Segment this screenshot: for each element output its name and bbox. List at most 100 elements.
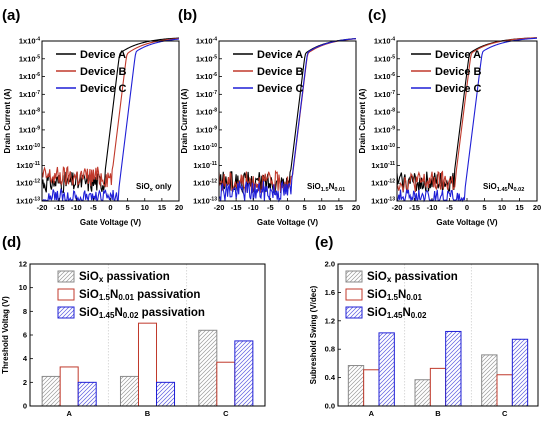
x-tick-label: -15: [231, 203, 242, 212]
y-tick-label: 1x10-12: [16, 179, 40, 188]
legend-swatch: [345, 306, 363, 319]
legend-swatch: [57, 306, 75, 319]
bar: [137, 322, 158, 407]
y-tick-label: 1x10-7: [19, 90, 40, 99]
x-tick-label: C: [223, 409, 229, 418]
bar: [41, 375, 61, 407]
legend-label: Device C: [435, 83, 482, 95]
bar: [414, 379, 431, 407]
y-tick-label: 1x10-11: [16, 161, 40, 170]
legend-label: SiO1.45N0.02: [367, 307, 427, 320]
bar: [445, 330, 462, 407]
x-tick-label: B: [435, 409, 441, 418]
bar: [363, 369, 380, 407]
y-tick-label: 1x10-8: [196, 108, 217, 117]
y-tick-label: 1x10-11: [371, 161, 395, 170]
y-tick-label: 1x10-10: [371, 143, 395, 152]
bar: [216, 361, 236, 407]
x-tick-label: A: [369, 409, 375, 418]
y-tick-label: 1x10-12: [193, 179, 217, 188]
y-tick-label: 1x10-7: [374, 90, 395, 99]
curve-device-a: [218, 38, 357, 195]
x-tick-label: 20: [175, 203, 183, 212]
y-tick-label: 1x10-8: [19, 108, 40, 117]
legend-label: Device B: [80, 66, 127, 78]
x-tick-label: 0: [285, 203, 289, 212]
x-tick-label: 15: [335, 203, 343, 212]
y-tick-label: 1x10-4: [196, 37, 217, 46]
x-axis-title: Gate Voltage (V): [436, 218, 498, 227]
bar: [198, 329, 218, 407]
panel-letter: (a): [2, 7, 20, 24]
y-axis-title: Drain Current (A): [358, 88, 367, 153]
y-tick-label: 1x10-9: [374, 125, 395, 134]
legend-label: Device B: [257, 66, 304, 78]
bar: [156, 381, 176, 407]
x-tick-label: 20: [352, 203, 360, 212]
x-tick-label: -20: [37, 203, 48, 212]
y-tick-label: 1.2: [325, 316, 335, 325]
x-tick-label: 5: [126, 203, 130, 212]
legend-label: SiOx passivation: [79, 271, 170, 284]
curve-device-c: [41, 38, 180, 202]
y-tick-label: 1x10-6: [19, 72, 40, 81]
x-tick-label: -10: [427, 203, 438, 212]
y-tick-label: 2: [23, 378, 27, 387]
bar: [481, 354, 498, 407]
legend-label: SiO1.5N0.01 passivation: [79, 289, 200, 302]
y-tick-label: 1x10-8: [374, 108, 395, 117]
y-tick-label: 1x10-11: [193, 161, 217, 170]
x-tick-label: -20: [392, 203, 403, 212]
legend-label: Device B: [435, 66, 482, 78]
bar: [59, 366, 79, 407]
condition-label: SiOx only: [136, 182, 172, 193]
bar: [496, 374, 513, 407]
y-tick-label: 2.0: [325, 260, 335, 269]
x-tick-label: -10: [71, 203, 82, 212]
legend-swatch: [57, 288, 75, 301]
legend-label: Device C: [80, 83, 127, 95]
legend-label: Device A: [257, 49, 303, 61]
bar: [511, 338, 529, 407]
transfer-plot-3: (c) -20 -15 -10 -5 0 5 10 15 20 1x10-4 1x10-5 1x10-6…: [358, 7, 541, 227]
y-axis-title: Drain Current (A): [180, 88, 189, 153]
y-tick-label: 12: [19, 260, 27, 269]
y-tick-label: 0.4: [325, 373, 336, 382]
y-tick-label: 1x10-12: [371, 179, 395, 188]
bar-chart-1: (d) A B C 0 2 4 6 8 10 12 Threshold Voltag (V) SiOx …: [1, 234, 266, 418]
x-tick-label: 10: [498, 203, 506, 212]
y-tick-label: 4: [23, 354, 28, 363]
y-tick-label: 0.8: [325, 345, 335, 354]
curve-device-c: [218, 38, 357, 203]
y-axis-title: Threshold Voltag (V): [1, 296, 10, 374]
plot-frame: [337, 263, 539, 407]
y-tick-label: 1x10-6: [196, 72, 217, 81]
panel-letter: (e): [315, 234, 333, 251]
legend-label: SiO1.5N0.01: [367, 289, 422, 302]
x-tick-label: -15: [54, 203, 65, 212]
legend-label: SiO1.45N0.02 passivation: [79, 307, 205, 320]
y-tick-label: 6: [23, 331, 27, 340]
y-tick-label: 1x10-10: [16, 143, 40, 152]
curve-device-b: [218, 38, 357, 195]
bar: [77, 381, 97, 407]
x-tick-label: B: [145, 409, 151, 418]
y-tick-label: 1x10-6: [374, 72, 395, 81]
x-tick-label: 20: [533, 203, 541, 212]
y-tick-label: 1x10-13: [193, 197, 217, 206]
x-tick-label: -5: [267, 203, 274, 212]
legend-label: Device A: [80, 49, 126, 61]
x-tick-label: 10: [318, 203, 326, 212]
y-tick-label: 1x10-9: [19, 125, 40, 134]
legend-swatch: [345, 270, 363, 283]
curve-device-b: [396, 37, 538, 193]
curve-device-a: [41, 37, 180, 194]
y-tick-label: 1x10-9: [196, 125, 217, 134]
y-tick-label: 1x10-5: [196, 54, 217, 63]
x-tick-label: 10: [141, 203, 149, 212]
transfer-plot-2: (b) -20 -15 -10 -5 0 5 10 15 20 1x10-4 1x10-5 1x10-6…: [178, 7, 360, 227]
y-tick-label: 0: [23, 402, 27, 411]
x-tick-label: -5: [90, 203, 97, 212]
legend-swatch: [57, 270, 75, 283]
